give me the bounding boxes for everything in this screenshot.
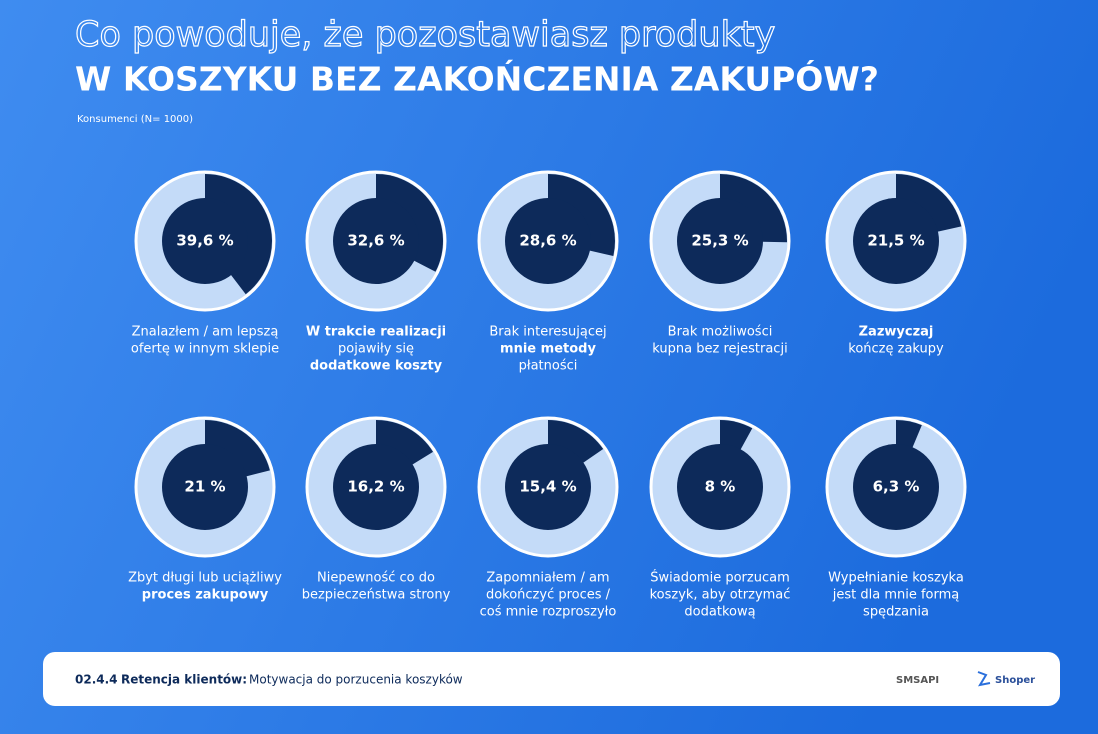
logo-shoper: Shoper [995,675,1035,686]
donut-hole [853,198,939,284]
donut-hole [162,444,248,530]
category-label: dodatkowe koszty [310,359,443,374]
value-label: 6,3 % [873,478,920,496]
donut-hole [677,444,763,530]
category-label: spędzania [863,605,929,620]
donut-hole [333,444,419,530]
value-label: 21,5 % [867,232,924,250]
category-label: dokończyć proces / [486,588,611,603]
footer-code: 02.4.4 [75,673,118,687]
category-label: W trakcie realizacji [306,325,446,340]
category-label: Zbyt długi lub uciążliwy [128,571,282,586]
value-label: 15,4 % [519,478,576,496]
logo-smsapi: SMSAPI [896,675,939,686]
title-line-2: W KOSZYKU BEZ ZAKOŃCZENIA ZAKUPÓW? [75,59,879,99]
footer-bar [43,652,1060,706]
category-label: dodatkową [684,605,755,620]
value-label: 16,2 % [347,478,404,496]
category-label: Świadomie porzucam [650,570,789,586]
value-label: 39,6 % [176,232,233,250]
subtitle: Konsumenci (N= 1000) [77,114,193,125]
category-label: coś mnie rozproszyło [480,605,617,620]
value-label: 21 % [184,478,225,496]
category-label: koszyk, aby otrzymać [650,588,791,603]
category-label: Zazwyczaj [859,325,934,340]
donut-hole [333,198,419,284]
category-label: Zapomniałem / am [486,571,609,586]
donut-hole [162,198,248,284]
footer-section: Retencja klientów: [121,673,247,687]
category-label: Wypełnianie koszyka [828,571,964,586]
category-label: kończę zakupy [848,342,944,357]
donut-hole [505,444,591,530]
value-label: 28,6 % [519,232,576,250]
category-label: Brak możliwości [668,325,773,340]
logo-icon [977,671,991,687]
value-label: 32,6 % [347,232,404,250]
title-line-1: Co powoduje, że pozostawiasz produkty [75,15,775,55]
category-label: kupna bez rejestracji [652,342,787,357]
category-label: ofertę w innym sklepie [131,342,279,357]
value-label: 25,3 % [691,232,748,250]
category-label: bezpieczeństwa strony [302,588,451,603]
donut-grid: 39,6 % Znalazłem / am lepszą ofertę w inny… [128,170,967,620]
category-label: pojawiły się [338,342,414,357]
category-label: Brak interesującej [489,325,606,340]
category-label: Niepewność co do [317,571,435,586]
footer-topic: Motywacja do porzucenia koszyków [249,673,463,687]
category-label: mnie metody [500,342,596,357]
category-label: jest dla mnie formą [832,588,960,603]
category-label: proces zakupowy [142,588,269,603]
category-label: Znalazłem / am lepszą [132,325,279,340]
value-label: 8 % [705,478,736,496]
donut-hole [505,198,591,284]
donut-hole [677,198,763,284]
donut-hole [853,444,939,530]
category-label: płatności [519,359,578,374]
